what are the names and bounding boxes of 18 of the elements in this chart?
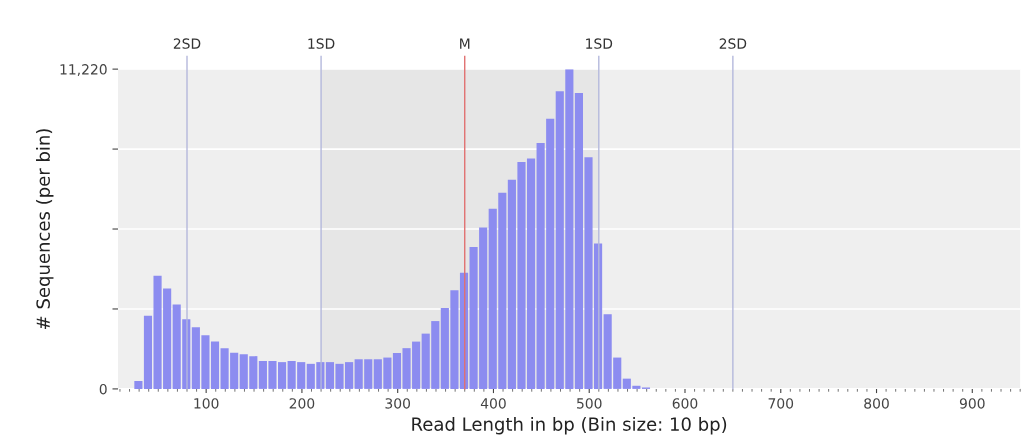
x-tick-label: 300 xyxy=(385,398,411,409)
x-tick-label: 600 xyxy=(672,398,698,409)
x-tick-label: 200 xyxy=(289,398,315,409)
x-axis-title: Read Length in bp (Bin size: 10 bp) xyxy=(412,416,727,435)
x-tick-label: 700 xyxy=(768,398,794,409)
ref-line-label: 2SD xyxy=(719,38,747,49)
x-tick-label: 100 xyxy=(194,398,219,409)
ref-line-label: M xyxy=(460,38,470,49)
y-tick-label: 11,220 xyxy=(60,64,107,77)
x-tick-label: 500 xyxy=(577,398,602,409)
x-tick-label: 400 xyxy=(480,398,506,409)
ref-line-label: 2SD xyxy=(173,38,201,49)
x-tick-label: 800 xyxy=(864,398,889,409)
y-axis-title: # Sequences (per bin) xyxy=(36,129,54,330)
x-tick-label: 900 xyxy=(959,398,985,409)
ref-line-label: 1SD xyxy=(308,38,335,49)
y-tick-label: 0 xyxy=(99,383,107,395)
ref-line-label: 1SD xyxy=(586,38,613,49)
